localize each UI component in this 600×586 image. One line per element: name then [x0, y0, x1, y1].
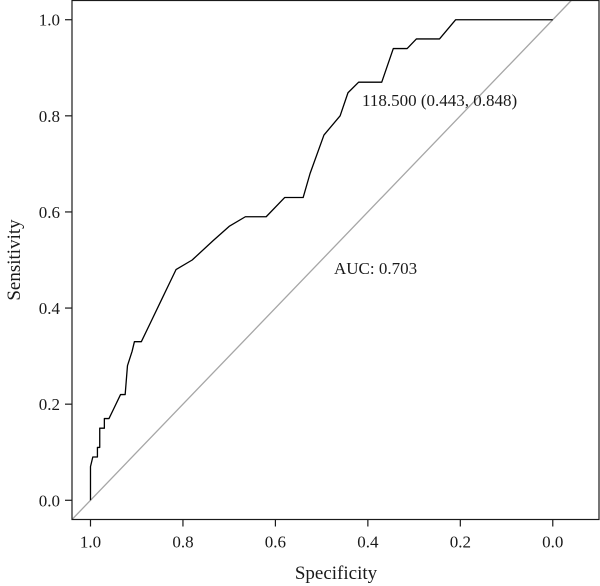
x-tick-label: 0.0: [542, 533, 563, 552]
x-tick-label: 0.4: [357, 533, 379, 552]
y-axis: 0.0 0.2 0.4 0.6 0.8 1.0: [39, 11, 72, 510]
x-axis: 1.0 0.8 0.6 0.4 0.2 0.0: [80, 519, 563, 552]
y-tick-label: 1.0: [39, 11, 60, 30]
x-tick-label: 1.0: [80, 533, 101, 552]
y-tick-label: 0.6: [39, 203, 60, 222]
diagonal-reference-line: [71, 0, 572, 520]
y-tick-label: 0.8: [39, 107, 60, 126]
x-tick-label: 0.8: [172, 533, 193, 552]
y-tick-label: 0.0: [39, 491, 60, 510]
auc-annotation: AUC: 0.703: [334, 259, 417, 278]
y-tick-label: 0.2: [39, 395, 60, 414]
plot-frame: [71, 0, 600, 521]
cutoff-annotation: 118.500 (0.443, 0.848): [362, 91, 517, 110]
x-axis-title: Specificity: [295, 563, 378, 584]
y-tick-label: 0.4: [39, 299, 61, 318]
roc-curve: [89, 19, 553, 501]
x-tick-label: 0.2: [450, 533, 471, 552]
y-axis-title: Sensitivity: [4, 219, 25, 301]
x-tick-label: 0.6: [265, 533, 286, 552]
